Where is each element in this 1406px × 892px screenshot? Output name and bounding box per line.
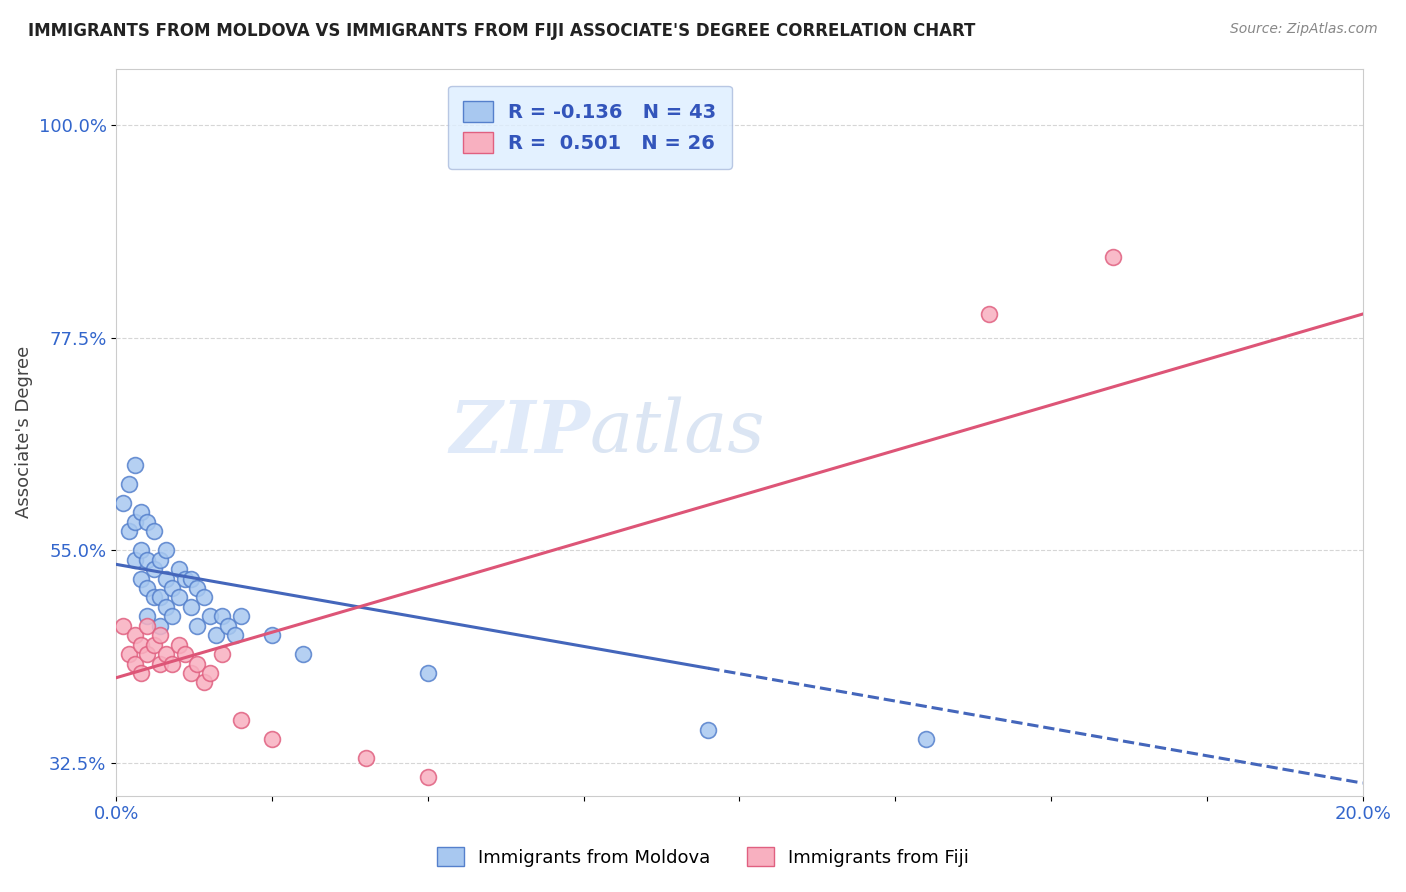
Point <box>186 581 208 595</box>
Point <box>129 665 152 680</box>
Point <box>211 609 233 624</box>
Point <box>142 562 165 576</box>
Point <box>173 572 195 586</box>
Point <box>198 665 221 680</box>
Point <box>129 543 152 558</box>
Point <box>193 591 215 605</box>
Point <box>205 628 228 642</box>
Point <box>124 515 146 529</box>
Point <box>118 524 141 539</box>
Point <box>1102 251 1125 265</box>
Point <box>416 770 439 784</box>
Point <box>217 619 239 633</box>
Text: atlas: atlas <box>591 397 765 467</box>
Point <box>155 572 177 586</box>
Point <box>155 599 177 614</box>
Point <box>124 657 146 671</box>
Point <box>167 638 190 652</box>
Point <box>149 619 172 633</box>
Point <box>118 647 141 661</box>
Point <box>136 515 159 529</box>
Point <box>224 628 246 642</box>
Point <box>162 581 184 595</box>
Point <box>136 552 159 566</box>
Point <box>262 732 284 747</box>
Point <box>149 591 172 605</box>
Point <box>149 552 172 566</box>
Point <box>697 723 720 737</box>
Point <box>977 307 1000 321</box>
Point <box>198 609 221 624</box>
Point <box>142 638 165 652</box>
Point <box>211 647 233 661</box>
Point <box>129 638 152 652</box>
Point <box>162 657 184 671</box>
Point <box>229 713 252 727</box>
Point <box>136 609 159 624</box>
Point <box>142 524 165 539</box>
Point <box>124 552 146 566</box>
Point <box>262 628 284 642</box>
Point <box>186 619 208 633</box>
Point <box>136 581 159 595</box>
Point <box>118 477 141 491</box>
Point <box>149 657 172 671</box>
Point <box>167 591 190 605</box>
Point <box>180 665 202 680</box>
Point <box>111 619 134 633</box>
Point <box>416 665 439 680</box>
Point <box>229 609 252 624</box>
Point <box>292 647 315 661</box>
Point <box>136 619 159 633</box>
Point <box>155 647 177 661</box>
Point <box>124 458 146 473</box>
Text: Source: ZipAtlas.com: Source: ZipAtlas.com <box>1230 22 1378 37</box>
Point <box>155 543 177 558</box>
Point <box>180 572 202 586</box>
Point <box>186 657 208 671</box>
Point <box>180 599 202 614</box>
Point <box>124 628 146 642</box>
Point <box>167 562 190 576</box>
Text: ZIP: ZIP <box>449 397 591 467</box>
Y-axis label: Associate's Degree: Associate's Degree <box>15 346 32 518</box>
Point <box>162 609 184 624</box>
Point <box>915 732 938 747</box>
Legend: R = -0.136   N = 43, R =  0.501   N = 26: R = -0.136 N = 43, R = 0.501 N = 26 <box>449 86 733 169</box>
Point <box>149 628 172 642</box>
Point <box>173 647 195 661</box>
Point <box>111 496 134 510</box>
Point <box>354 751 377 765</box>
Point <box>129 572 152 586</box>
Legend: Immigrants from Moldova, Immigrants from Fiji: Immigrants from Moldova, Immigrants from… <box>430 840 976 874</box>
Text: IMMIGRANTS FROM MOLDOVA VS IMMIGRANTS FROM FIJI ASSOCIATE'S DEGREE CORRELATION C: IMMIGRANTS FROM MOLDOVA VS IMMIGRANTS FR… <box>28 22 976 40</box>
Point <box>193 675 215 690</box>
Point <box>142 591 165 605</box>
Point <box>136 647 159 661</box>
Point <box>129 505 152 519</box>
